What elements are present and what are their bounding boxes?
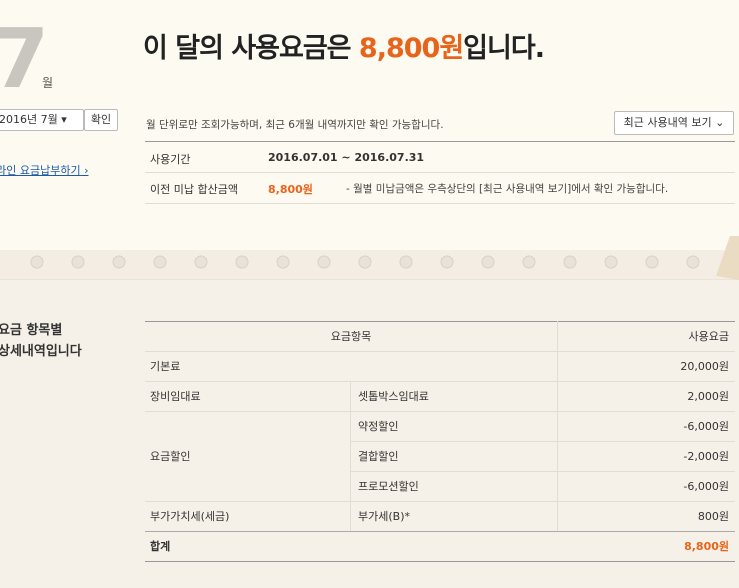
recent-button[interactable]: 최근 사용내역 보기 ⌄: [614, 111, 734, 135]
divider: [350, 501, 351, 531]
rule: [350, 471, 735, 472]
month-select-text: 2016년 7월: [0, 113, 58, 126]
month-number: 7: [0, 12, 50, 107]
amount-cell: 800원: [697, 510, 729, 523]
divider: [557, 471, 558, 501]
divider: [557, 411, 558, 441]
rule: [145, 351, 735, 352]
title-amount: 8,800원: [358, 33, 464, 64]
page-title: 이 달의 사용요금은 8,800원입니다.: [143, 26, 545, 65]
unpaid-value: 8,800원: [268, 183, 313, 196]
item-cell: 장비임대료: [150, 390, 201, 403]
period-label: 사용기간: [150, 153, 191, 166]
pay-link[interactable]: 온라인 요금납부하기 ›: [0, 162, 88, 178]
title-prefix: 이 달의 사용요금은: [143, 33, 359, 64]
subitem-cell: 셋톱박스임대료: [358, 390, 429, 403]
unpaid-label: 이전 미납 합산금액: [150, 183, 238, 196]
amount-cell: 20,000원: [680, 360, 729, 373]
rule: [145, 411, 735, 412]
divider: [557, 351, 558, 381]
divider: [350, 381, 351, 411]
detail-section: [0, 280, 739, 588]
notice: 월 단위로만 조회가능하며, 최근 6개월 내역까지만 확인 가능합니다.: [146, 119, 444, 131]
amount-cell: -6,000원: [683, 420, 729, 433]
header-cell: 사용요금: [688, 330, 729, 343]
item-cell: 요금할인: [150, 450, 191, 463]
month-select[interactable]: 2016년 7월 ▾: [0, 109, 84, 131]
total-amount: 8,800원: [684, 540, 729, 553]
total-label: 합계: [150, 540, 171, 553]
heading-line: 요금 항목별: [0, 323, 63, 338]
rule: [145, 321, 735, 322]
subitem-cell: 약정할인: [358, 420, 399, 433]
unpaid-note: - 월별 미납금액은 우측상단의 [최근 사용내역 보기]에서 확인 가능합니다…: [346, 183, 669, 195]
header-cell: 요금항목: [330, 330, 372, 343]
divider: [350, 441, 351, 471]
rule: [145, 501, 735, 502]
divider: [557, 381, 558, 411]
subitem-cell: 프로모션할인: [358, 480, 419, 493]
divider: [557, 441, 558, 471]
divider: [557, 321, 558, 351]
item-cell: 기본료: [150, 360, 181, 373]
divider: [350, 411, 351, 441]
item-cell: 부가가치세(세금): [150, 510, 230, 523]
divider: [350, 471, 351, 501]
recent-button-text: 최근 사용내역 보기: [623, 116, 712, 129]
subitem-cell: 부가세(B)*: [358, 510, 410, 523]
amount-cell: -6,000원: [683, 480, 729, 493]
rule: [145, 531, 735, 532]
rule: [145, 561, 735, 562]
rule: [145, 381, 735, 382]
divider: [557, 501, 558, 531]
month-unit: 월: [42, 76, 54, 90]
subitem-cell: 결합할인: [358, 450, 399, 463]
rule: [350, 441, 735, 442]
perforated-edge: [0, 236, 739, 284]
title-suffix: 입니다.: [463, 33, 545, 64]
amount-cell: 2,000원: [687, 390, 729, 403]
heading-line: 상세내역입니다: [0, 344, 82, 359]
amount-cell: -2,000원: [683, 450, 729, 463]
period-value: 2016.07.01 ~ 2016.07.31: [268, 151, 425, 164]
pay-link-text: 온라인 요금납부하기: [0, 164, 81, 177]
confirm-button[interactable]: 확인: [84, 109, 118, 131]
